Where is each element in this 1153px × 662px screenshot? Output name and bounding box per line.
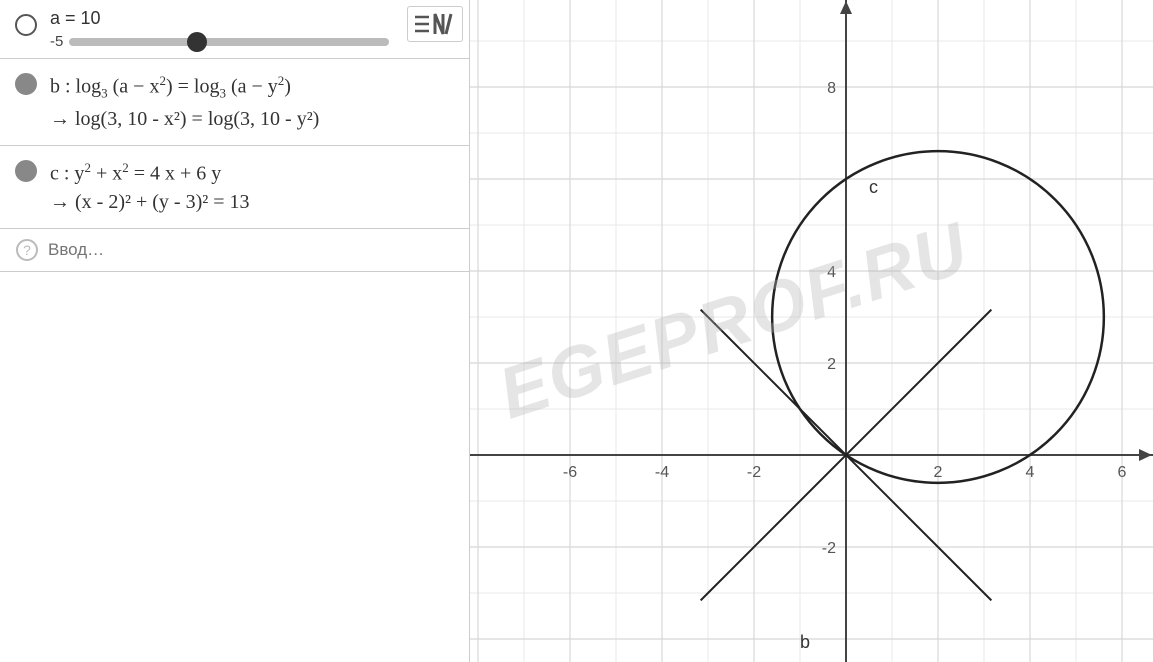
slider-min-label: -5: [50, 33, 63, 50]
marble-col: [6, 67, 46, 95]
svg-text:-6: -6: [563, 464, 577, 481]
visibility-toggle-a[interactable]: [15, 14, 37, 36]
slider-track[interactable]: [69, 38, 389, 46]
svg-text:-2: -2: [747, 464, 761, 481]
svg-text:8: 8: [827, 80, 836, 97]
result-line: → (x - 2)² + (y - 3)² = 13: [50, 191, 463, 214]
slider-wrap: -5: [50, 33, 463, 50]
slider-label: a = 10: [50, 8, 463, 29]
svg-text:-2: -2: [822, 540, 836, 557]
help-icon[interactable]: ?: [16, 239, 38, 261]
input-row: ?: [0, 229, 469, 272]
algebra-input[interactable]: [48, 240, 463, 260]
app-root: a = 10 -5 b : log3 (a − x2) = log: [0, 0, 1153, 662]
slider-content: a = 10 -5: [46, 8, 463, 50]
algebra-row-0[interactable]: b : log3 (a − x2) = log3 (a − y2) → log(3…: [0, 59, 469, 146]
algebra-sidebar: a = 10 -5 b : log3 (a − x2) = log: [0, 0, 470, 662]
visibility-toggle-1[interactable]: [15, 160, 37, 182]
visibility-toggle-0[interactable]: [15, 73, 37, 95]
graph-area[interactable]: -6-4-2246-2248cb EGEPROF.RU: [470, 0, 1153, 662]
svg-text:2: 2: [934, 464, 943, 481]
svg-text:2: 2: [827, 356, 836, 373]
algebra-row-1[interactable]: c : y2 + x2 = 4 x + 6 y → (x - 2)² + (y -…: [0, 146, 469, 230]
marble-col: [6, 8, 46, 36]
marble-col: [6, 154, 46, 182]
row-content: b : log3 (a − x2) = log3 (a − y2) → log(3…: [46, 67, 463, 137]
svg-text:-4: -4: [655, 464, 669, 481]
result-line: → log(3, 10 - x²) = log(3, 10 - y²): [50, 108, 463, 131]
slider-thumb[interactable]: [187, 32, 207, 52]
graph-canvas[interactable]: -6 -4 -2 2 4 6 -2 2 4 8 c b: [470, 0, 1153, 662]
row-content: c : y2 + x2 = 4 x + 6 y → (x - 2)² + (y -…: [46, 154, 463, 221]
definition-line: b : log3 (a − x2) = log3 (a − y2): [50, 73, 463, 102]
svg-text:4: 4: [827, 264, 836, 281]
svg-text:b: b: [800, 632, 810, 652]
svg-text:4: 4: [1026, 464, 1035, 481]
list-toggle-button[interactable]: [407, 6, 463, 42]
slider-row: a = 10 -5: [0, 0, 469, 59]
list-nv-icon: [413, 12, 457, 36]
definition-line: c : y2 + x2 = 4 x + 6 y: [50, 160, 463, 186]
svg-text:6: 6: [1118, 464, 1127, 481]
svg-text:c: c: [869, 177, 878, 197]
